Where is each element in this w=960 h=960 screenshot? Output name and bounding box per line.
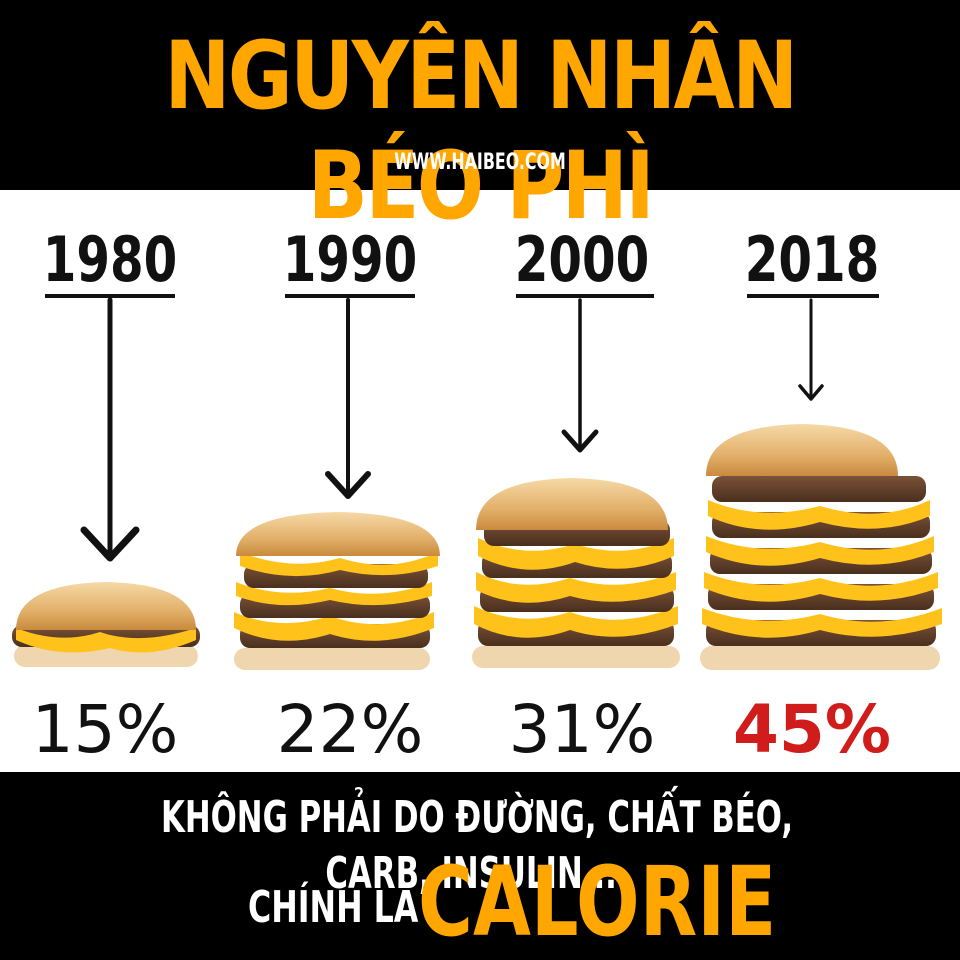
conclusion-prefix: CHÍNH LÀ xyxy=(248,882,419,933)
percent-label: 31% xyxy=(508,691,656,768)
down-arrow-icon xyxy=(325,298,371,499)
tagline: KHÔNG PHẢI DO ĐƯỜNG, CHẤT BÉO, CARB, INS… xyxy=(160,792,794,899)
burger-2018-image xyxy=(700,424,942,670)
panel-2018: 2018 45% xyxy=(692,0,932,772)
year-underline xyxy=(516,294,654,298)
down-arrow-icon xyxy=(561,298,599,453)
panel-1980: 1980 15% xyxy=(0,0,240,772)
panel-1990: 1990 22% xyxy=(230,0,470,772)
year-label: 2018 xyxy=(744,223,880,296)
year-underline xyxy=(45,294,175,298)
percent-label: 22% xyxy=(276,691,424,768)
down-arrow-icon xyxy=(798,298,824,401)
burger-1990-image xyxy=(234,512,440,670)
year-underline xyxy=(747,294,879,298)
panel-2000: 2000 31% xyxy=(462,0,702,772)
header-band xyxy=(0,0,960,190)
year-label: 1990 xyxy=(282,223,418,296)
year-label: 1980 xyxy=(42,223,178,296)
conclusion-emphasis: CALORIE xyxy=(418,846,777,958)
year-label: 2000 xyxy=(514,223,650,296)
year-underline xyxy=(285,294,415,298)
burger-2000-image xyxy=(472,478,680,668)
conclusion: CHÍNH LÀ CALORIE xyxy=(0,848,960,958)
down-arrow-icon xyxy=(80,297,140,562)
percent-label: 15% xyxy=(31,691,179,768)
percent-label-highlight: 45% xyxy=(733,691,891,768)
burger-1980-image xyxy=(12,582,200,667)
site-url: WWW.HAIBEO.COM xyxy=(394,150,566,175)
page-title: NGUYÊN NHÂN BÉO PHÌ xyxy=(164,22,798,241)
footer-band xyxy=(0,772,960,960)
